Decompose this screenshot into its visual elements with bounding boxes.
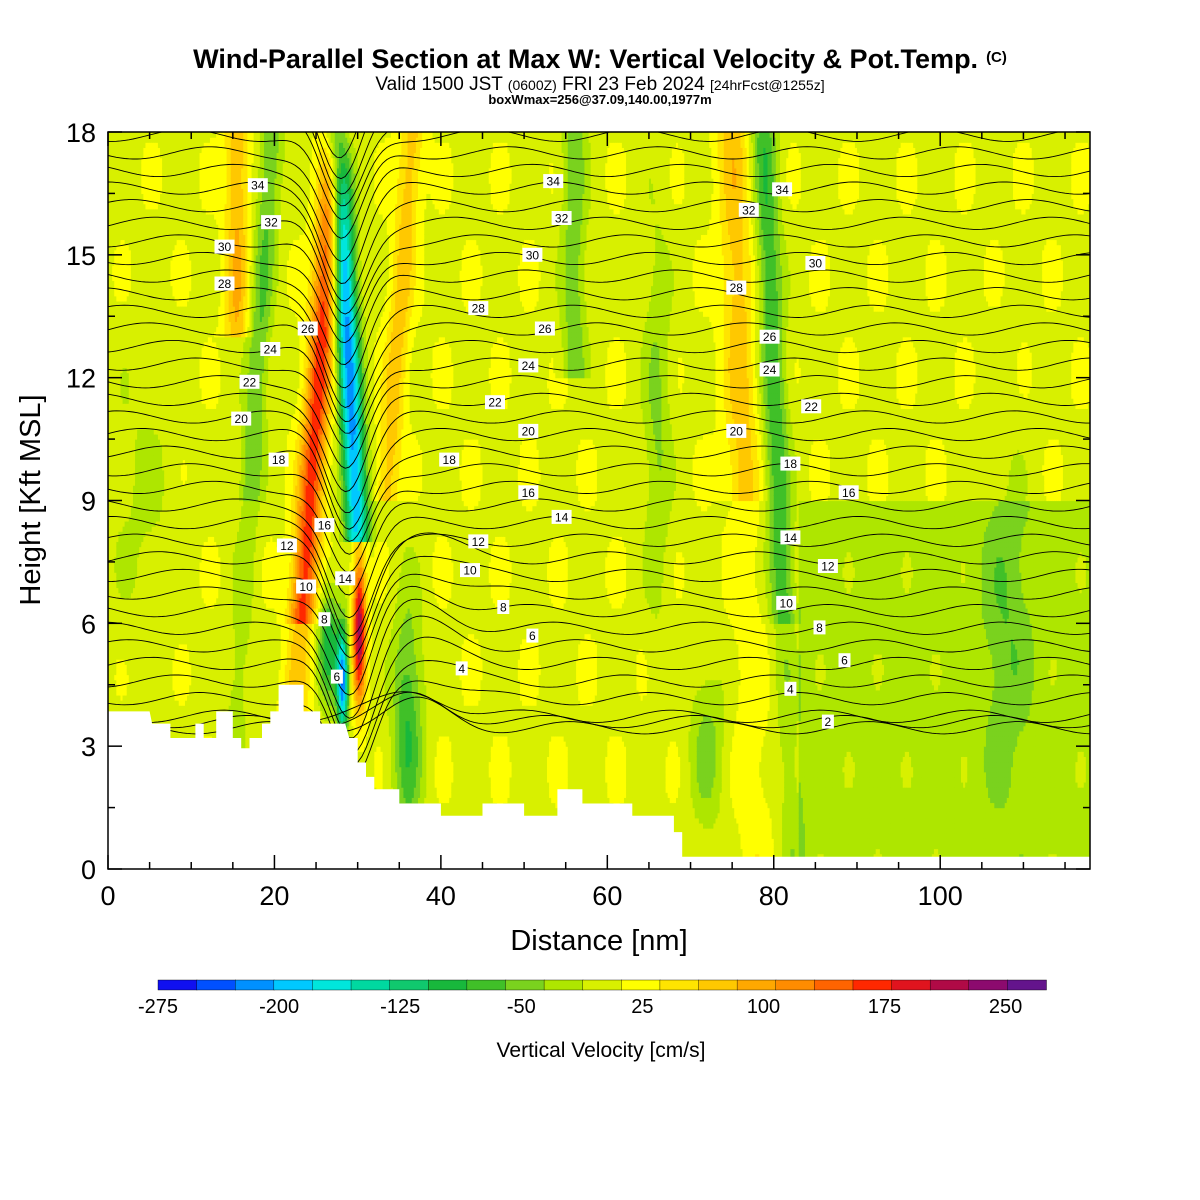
cross-section-chart: 3432302826242220181612108614343230282624…: [0, 0, 1200, 1200]
